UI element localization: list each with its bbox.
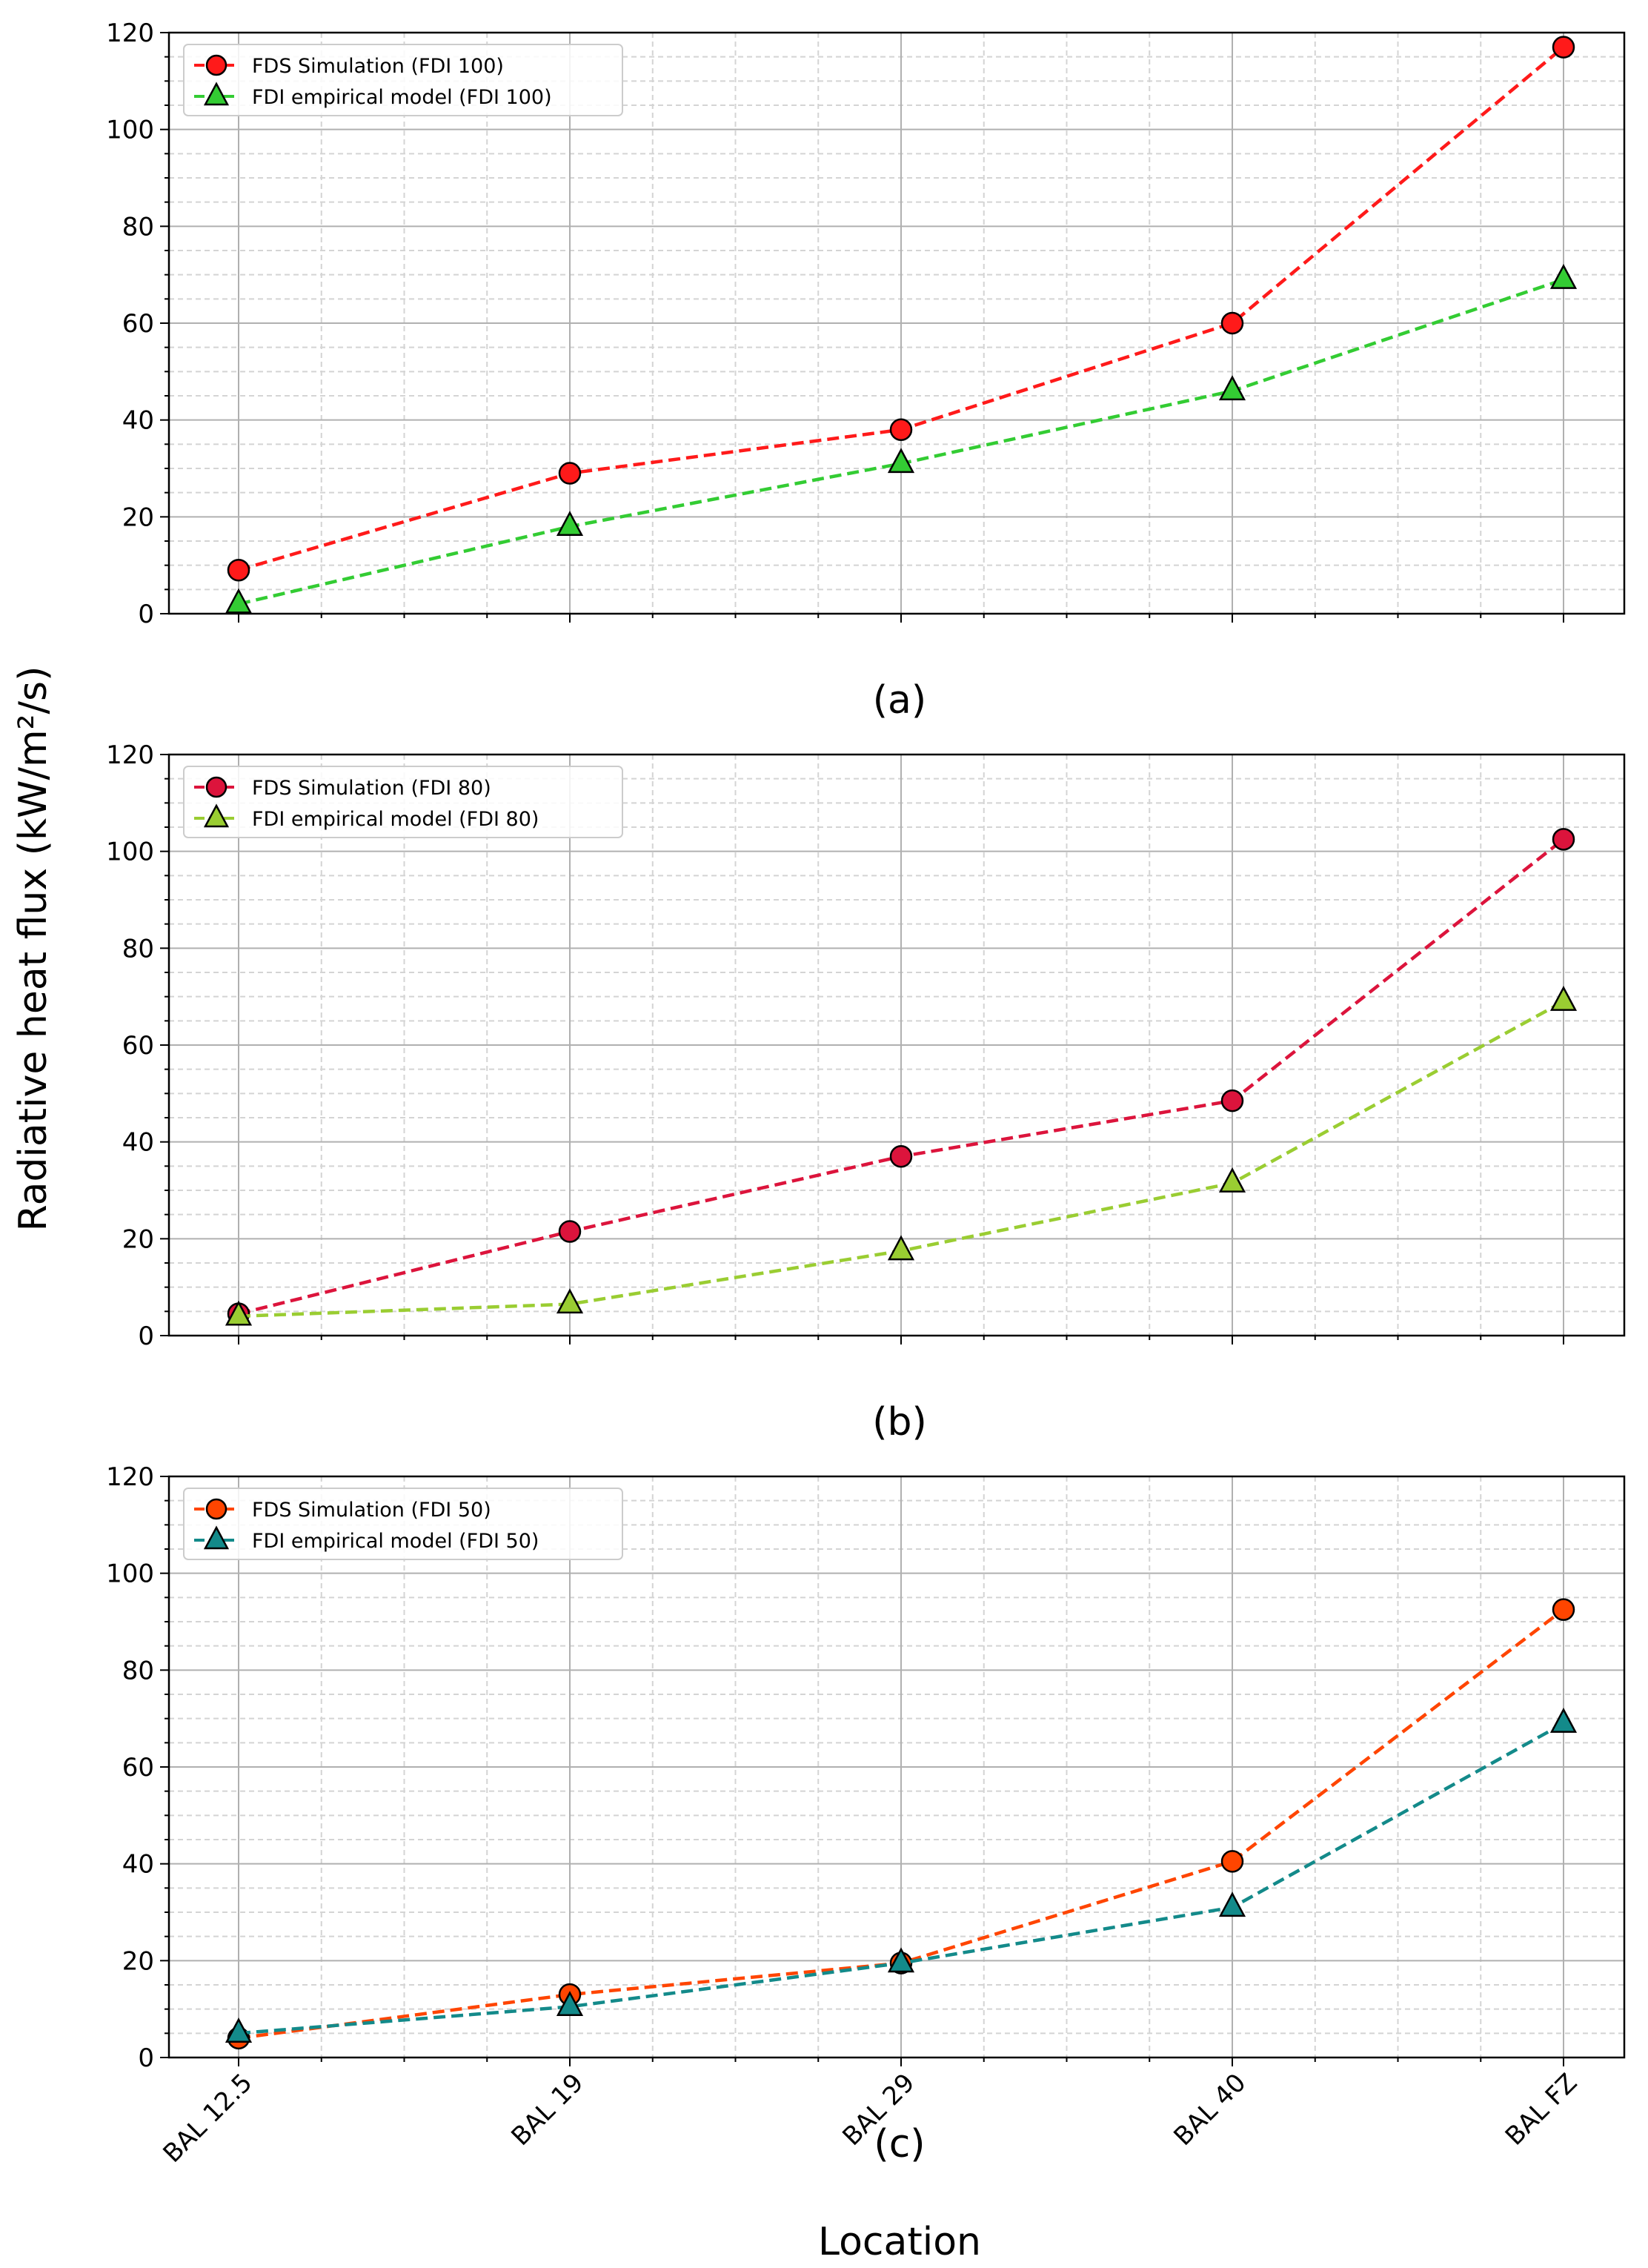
legend-label: FDS Simulation (FDI 50) — [252, 1499, 491, 1522]
x-tick-label: BAL 40 — [1169, 2068, 1252, 2152]
data-point-circle — [889, 1145, 913, 1168]
legend-label: FDI empirical model (FDI 50) — [252, 1530, 539, 1553]
y-tick-label: 80 — [122, 1656, 154, 1685]
x-tick-label: BAL 19 — [506, 2068, 590, 2152]
legend-box — [183, 766, 623, 838]
y-tick-label: 0 — [138, 600, 154, 629]
legend-box — [183, 44, 623, 116]
chart-panel-a: 0 20 40 60 80 100 120 FDS Simulation (FDI 100) F… — [106, 19, 1626, 723]
data-point-triangle — [887, 1235, 915, 1261]
data-point-circle — [227, 558, 250, 582]
y-tick-label: 40 — [122, 406, 154, 436]
legend-marker-triangle — [203, 803, 230, 828]
data-point-circle — [1552, 1598, 1575, 1621]
data-point-circle — [889, 418, 913, 441]
legend-label: FDS Simulation (FDI 100) — [252, 55, 504, 78]
legend-marker-circle — [205, 776, 227, 798]
y-tick-label: 0 — [138, 1322, 154, 1351]
data-point-circle — [1220, 1089, 1244, 1113]
chart-panel-b: 0 20 40 60 80 100 120 FDS Simulation (FDI 80) FD… — [106, 740, 1626, 1445]
y-tick-label: 60 — [122, 1031, 154, 1061]
y-tick-label: 40 — [122, 1850, 154, 1880]
data-point-triangle — [225, 2017, 253, 2043]
y-tick-label: 60 — [122, 1753, 154, 1783]
legend-label: FDS Simulation (FDI 80) — [252, 777, 491, 800]
data-point-triangle — [1218, 375, 1246, 401]
y-tick-label: 20 — [122, 503, 154, 532]
data-point-circle — [1552, 828, 1575, 851]
y-tick-label: 0 — [138, 2043, 154, 2073]
y-axis-label: Radiative heat flux (kW/m²/s) — [11, 666, 56, 1232]
data-point-triangle — [1218, 1891, 1246, 1917]
data-point-circle — [1552, 36, 1575, 59]
legend-label: FDI empirical model (FDI 100) — [252, 86, 552, 109]
y-tick-label: 100 — [106, 1559, 154, 1589]
y-tick-label: 40 — [122, 1128, 154, 1158]
data-point-triangle — [887, 448, 915, 474]
data-point-triangle — [1549, 1707, 1578, 1733]
x-axis-label: Location — [818, 2220, 981, 2264]
x-tick-label: BAL 12.5 — [158, 2068, 259, 2169]
y-tick-label: 20 — [122, 1224, 154, 1254]
data-point-triangle — [556, 511, 584, 537]
chart-panels: 0 20 40 60 80 100 120 FDS Simulation (FDI 100) F… — [106, 19, 1626, 2169]
data-point-circle — [1220, 1850, 1244, 1873]
data-point-triangle — [225, 1300, 253, 1326]
legend-marker-circle — [205, 1498, 227, 1520]
legend-label: FDI empirical model (FDI 80) — [252, 808, 539, 831]
data-point-triangle — [556, 1991, 584, 2017]
data-point-triangle — [225, 588, 253, 614]
data-point-triangle — [1549, 263, 1578, 289]
legend-box — [183, 1488, 623, 1560]
legend-marker-triangle — [203, 1525, 230, 1550]
data-point-triangle — [556, 1288, 584, 1314]
y-tick-label: 80 — [122, 934, 154, 964]
y-tick-label: 100 — [106, 116, 154, 145]
panel-label: (b) — [872, 1400, 927, 1445]
data-point-circle — [558, 462, 582, 485]
data-point-circle — [1220, 311, 1244, 335]
y-tick-label: 120 — [106, 1462, 154, 1492]
data-point-triangle — [1549, 985, 1578, 1011]
panel-label: (a) — [873, 678, 926, 723]
y-tick-label: 20 — [122, 1946, 154, 1976]
data-point-triangle — [1218, 1167, 1246, 1193]
y-tick-label: 80 — [122, 212, 154, 242]
legend-marker-triangle — [203, 82, 230, 106]
x-tick-label: BAL FZ — [1500, 2068, 1584, 2152]
y-tick-label: 120 — [106, 740, 154, 770]
y-tick-label: 100 — [106, 838, 154, 867]
y-tick-label: 120 — [106, 19, 154, 48]
legend-marker-circle — [205, 54, 227, 76]
data-point-circle — [558, 1220, 582, 1243]
y-tick-label: 60 — [122, 309, 154, 339]
panel-label: (c) — [874, 2122, 925, 2166]
data-point-triangle — [887, 1947, 915, 1973]
